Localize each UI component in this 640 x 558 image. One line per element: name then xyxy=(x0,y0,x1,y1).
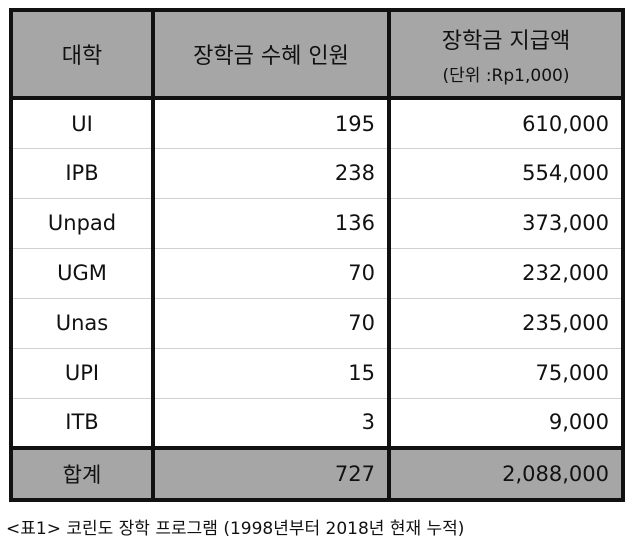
cell-university: UGM xyxy=(13,248,153,299)
cell-recipients: 70 xyxy=(151,248,389,299)
scholarship-table-frame: 대학 장학금 수혜 인원 장학금 지급액 (단위 :Rp1,000) UI 19… xyxy=(9,8,625,502)
scholarship-table: 대학 장학금 수혜 인원 장학금 지급액 (단위 :Rp1,000) UI 19… xyxy=(13,12,621,498)
cell-university: UI xyxy=(13,98,153,149)
header-university: 대학 xyxy=(13,12,153,100)
table-caption: <표1> 코린도 장학 프로그램 (1998년부터 2018년 현재 누적) xyxy=(6,519,465,539)
cell-recipients: 15 xyxy=(151,348,389,399)
table-row: ITB 3 9,000 xyxy=(13,398,621,448)
total-recipients: 727 xyxy=(151,446,389,498)
total-row: 합계 727 2,088,000 xyxy=(13,446,621,498)
table-row: Unpad 136 373,000 xyxy=(13,198,621,249)
cell-university: ITB xyxy=(65,410,99,435)
header-amount: 장학금 지급액 (단위 :Rp1,000) xyxy=(387,12,621,100)
cell-recipients: 238 xyxy=(151,148,389,199)
cell-university: Unas xyxy=(13,298,153,349)
cell-amount: 9,000 xyxy=(387,398,621,448)
cell-amount: 373,000 xyxy=(387,198,621,249)
total-amount: 2,088,000 xyxy=(387,446,621,498)
header-amount-unit: (단위 :Rp1,000) xyxy=(442,65,570,86)
header-row: 대학 장학금 수혜 인원 장학금 지급액 (단위 :Rp1,000) xyxy=(13,12,621,100)
cell-recipients: 3 xyxy=(151,398,389,448)
cell-amount: 232,000 xyxy=(387,248,621,299)
header-amount-label: 장학금 지급액 xyxy=(441,28,571,54)
cell-university: IPB xyxy=(13,148,153,199)
total-label: 합계 xyxy=(13,446,153,498)
cell-amount: 75,000 xyxy=(387,348,621,399)
table-footer: 합계 727 2,088,000 xyxy=(13,446,621,498)
table-row: UI 195 610,000 xyxy=(13,98,621,149)
table-body: UI 195 610,000 IPB 238 554,000 Unpad 136… xyxy=(13,98,621,448)
cell-recipients: 136 xyxy=(151,198,389,249)
cell-recipients: 195 xyxy=(151,98,389,149)
table-row: Unas 70 235,000 xyxy=(13,298,621,349)
cell-amount: 610,000 xyxy=(387,98,621,149)
table-row: UGM 70 232,000 xyxy=(13,248,621,299)
header-recipients: 장학금 수혜 인원 xyxy=(151,12,389,100)
cell-amount: 235,000 xyxy=(387,298,621,349)
cell-university: Unpad xyxy=(13,198,153,249)
cell-university: UPI xyxy=(13,348,153,399)
table-row: IPB 238 554,000 xyxy=(13,148,621,199)
cell-recipients: 70 xyxy=(151,298,389,349)
table-row: UPI 15 75,000 xyxy=(13,348,621,399)
cell-amount: 554,000 xyxy=(387,148,621,199)
table-header: 대학 장학금 수혜 인원 장학금 지급액 (단위 :Rp1,000) xyxy=(13,12,621,100)
